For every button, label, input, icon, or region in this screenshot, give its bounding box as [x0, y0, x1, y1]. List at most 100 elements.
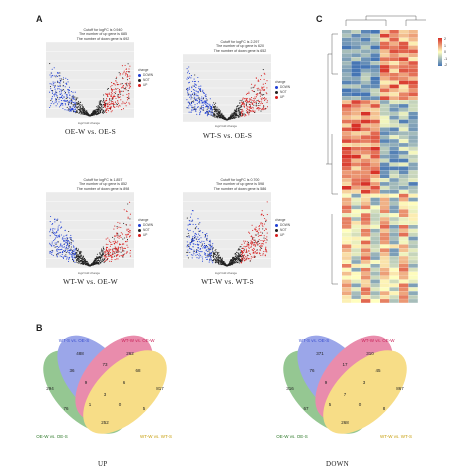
heatmap-cell: [380, 186, 390, 190]
heatmap-cell: [399, 271, 409, 276]
heatmap-cell: [380, 57, 390, 61]
heatmap-cell: [361, 33, 371, 38]
heatmap-cell: [351, 37, 361, 42]
heatmap-cell: [370, 108, 380, 112]
heatmap-cell: [380, 232, 390, 237]
heatmap-cell: [380, 225, 390, 229]
heatmap-cell: [342, 182, 352, 186]
legend-swatch: [275, 223, 278, 227]
venn-count: 3: [363, 380, 366, 385]
heatmap-cell: [389, 65, 399, 69]
heatmap-cell: [389, 150, 399, 155]
heatmap-cell: [370, 193, 380, 198]
heatmap-cell: [408, 57, 418, 61]
heatmap-cell: [361, 287, 371, 292]
heatmap-cell: [408, 162, 418, 167]
heatmap-cell: [342, 69, 352, 73]
venn-set-label: WT-W vs. WT-S: [380, 434, 412, 439]
heatmap-cell: [342, 127, 352, 132]
heatmap-cell: [380, 209, 390, 214]
heatmap-cell: [342, 252, 352, 256]
heatmap-cell: [370, 217, 380, 221]
heatmap-cell: [342, 287, 352, 292]
heatmap-cell: [380, 275, 390, 280]
heatmap-cell: [380, 131, 390, 136]
heatmap-cell: [351, 104, 361, 108]
heatmap-cell: [351, 135, 361, 139]
heatmap-cell: [351, 69, 361, 73]
venn-set-label: WT-S vs. OE-S: [299, 338, 330, 343]
heatmap-cell: [408, 291, 418, 295]
legend-swatch: [138, 78, 141, 82]
color-scale-tick: -1: [444, 57, 447, 61]
heatmap-cell: [370, 213, 380, 217]
heatmap-cell: [408, 53, 418, 58]
legend: change DOWN NOT UP: [138, 68, 154, 87]
heatmap-cell: [389, 193, 399, 198]
heatmap-cell: [380, 150, 390, 155]
heatmap-cell: [351, 225, 361, 229]
heatmap-cell: [342, 30, 352, 34]
heatmap-cell: [351, 53, 361, 58]
heatmap-cell: [408, 264, 418, 268]
color-scale-tick: 1: [444, 44, 446, 48]
heatmap-cell: [361, 178, 371, 182]
volcano-caption: WT-W vs. WT-S: [201, 277, 254, 286]
heatmap-cell: [389, 299, 399, 303]
heatmap-cell: [361, 123, 371, 128]
heatmap-cell: [361, 45, 371, 50]
heatmap-cell: [370, 174, 380, 178]
heatmap-cell: [361, 256, 371, 260]
legend-swatch: [275, 90, 278, 94]
heatmap-cell: [399, 158, 409, 163]
heatmap-cell: [370, 150, 380, 155]
heatmap-cell: [380, 170, 390, 175]
heatmap-cell: [380, 33, 390, 38]
heatmap-cell: [408, 150, 418, 155]
heatmap-cell: [361, 193, 371, 198]
heatmap-cell: [389, 30, 399, 34]
heatmap-cell: [351, 150, 361, 155]
heatmap-cell: [342, 33, 352, 38]
heatmap-cell: [361, 295, 371, 299]
heatmap-cell: [351, 240, 361, 245]
heatmap-cell: [361, 170, 371, 175]
heatmap-cell: [370, 166, 380, 171]
heatmap-cell: [408, 248, 418, 253]
heatmap-cell: [361, 92, 371, 97]
volcano-caption: OE-W vs. OE-S: [65, 127, 116, 136]
heatmap-cell: [370, 57, 380, 61]
legend: change DOWN NOT UP: [275, 80, 291, 99]
heatmap-cell: [351, 45, 361, 50]
volcano-plot-area: [183, 192, 271, 268]
heatmap-cell: [342, 131, 352, 136]
heatmap-cell: [351, 84, 361, 89]
heatmap-cell: [408, 115, 418, 120]
legend-swatch: [138, 233, 141, 237]
heatmap-cell: [408, 84, 418, 89]
heatmap-cell: [389, 92, 399, 97]
heatmap-cell: [389, 287, 399, 292]
heatmap-cell: [351, 127, 361, 132]
heatmap-cell: [380, 69, 390, 73]
heatmap-cell: [342, 197, 352, 202]
heatmap-cell: [342, 100, 352, 104]
heatmap-cell: [408, 287, 418, 292]
heatmap-cell: [342, 209, 352, 214]
heatmap-cell: [351, 217, 361, 221]
heatmap-cell: [380, 193, 390, 198]
heatmap-cell: [361, 291, 371, 295]
heatmap-cell: [351, 248, 361, 253]
heatmap-cell: [408, 240, 418, 245]
heatmap-cell: [380, 115, 390, 120]
heatmap-cell: [389, 96, 399, 100]
heatmap-cell: [380, 166, 390, 171]
heatmap-cell: [361, 150, 371, 155]
heatmap-cell: [370, 186, 380, 190]
heatmap-cell: [370, 182, 380, 186]
heatmap-cell: [389, 283, 399, 288]
heatmap-cell: [380, 174, 390, 178]
heatmap-cell: [380, 111, 390, 116]
heatmap-cell: [361, 96, 371, 100]
heatmap-cell: [408, 72, 418, 77]
